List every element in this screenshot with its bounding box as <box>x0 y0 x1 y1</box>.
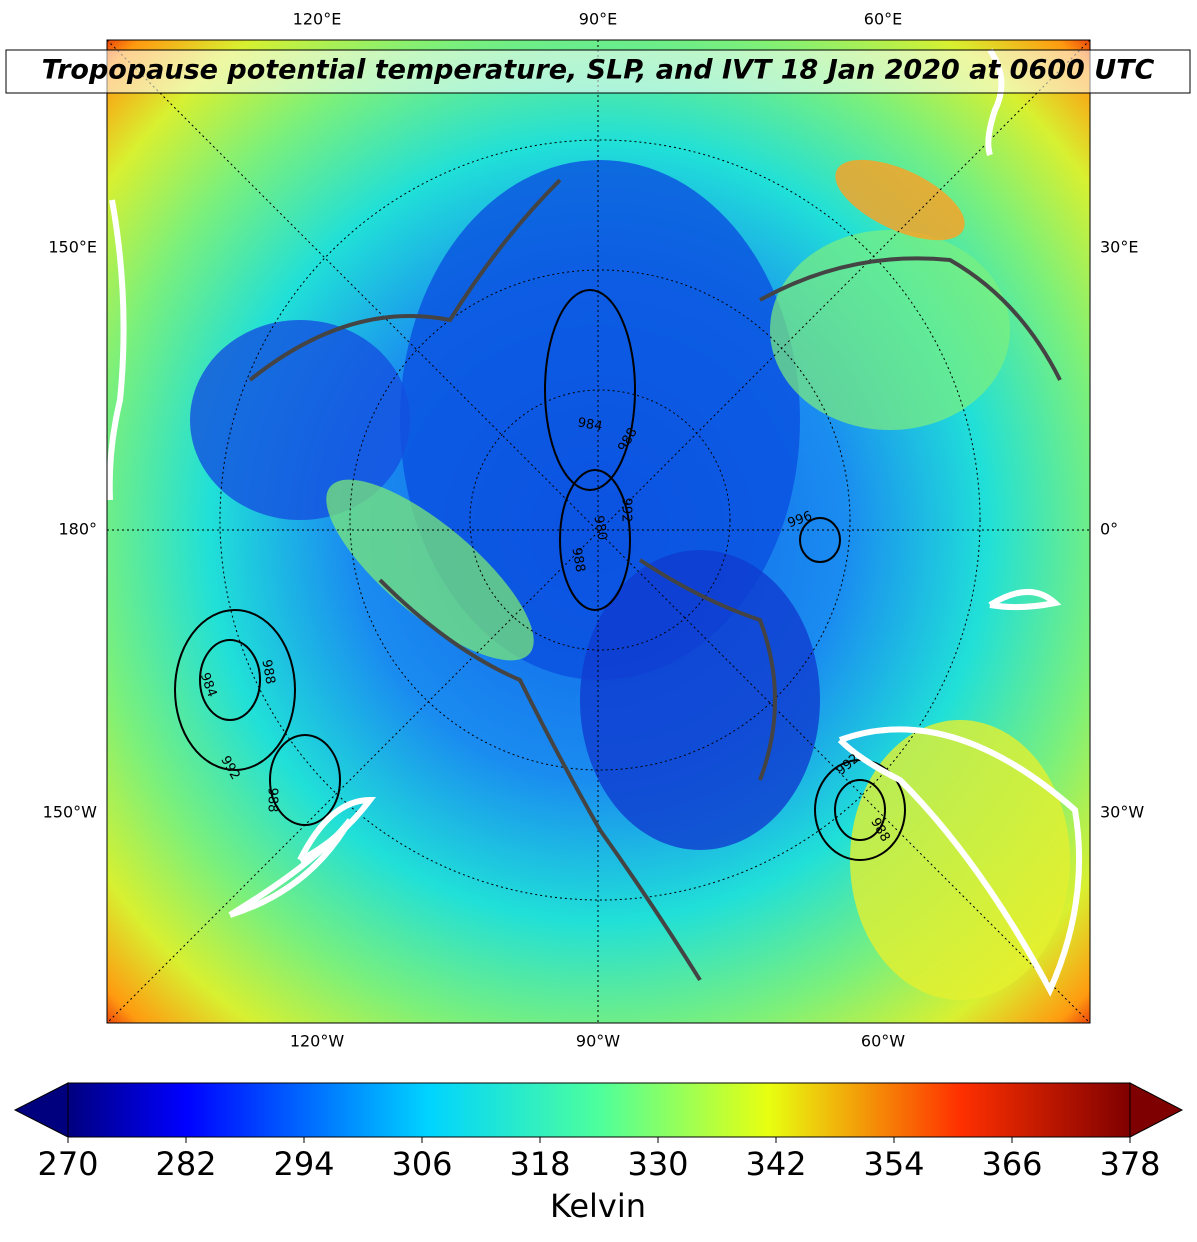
title-box <box>5 49 1191 94</box>
contour-label: 988 <box>258 658 277 685</box>
colorbar-tick-label: 270 <box>37 1145 98 1183</box>
title: Tropopause potential temperature, SLP, a… <box>42 55 1155 86</box>
colorbar-tick-label: 318 <box>509 1145 570 1183</box>
colorbar-label: Kelvin <box>550 1187 646 1225</box>
lon-label: 60°W <box>861 1032 905 1051</box>
lon-label: 150°E <box>48 238 97 257</box>
map-field <box>107 40 1090 1023</box>
colorbar-tick-label: 330 <box>627 1145 688 1183</box>
colorbar-tick-label: 378 <box>1099 1145 1160 1183</box>
colorbar-extend-low <box>13 1082 69 1138</box>
contour-label: 980 <box>590 514 609 541</box>
lon-label: 30°E <box>1100 238 1138 257</box>
contour-label: 984 <box>576 415 603 434</box>
colorbar-tick-label: 306 <box>391 1145 452 1183</box>
lon-label: 180° <box>58 520 97 539</box>
lon-label: 150°W <box>43 803 98 822</box>
lon-label: 0° <box>1100 520 1118 539</box>
contour-label: 988 <box>265 788 280 813</box>
colorbar-tick-label: 354 <box>863 1145 924 1183</box>
contour-label: 988 <box>568 546 587 573</box>
map-frame <box>106 39 1091 1024</box>
lon-label: 90°E <box>579 10 617 29</box>
contour-label: 992 <box>619 498 634 523</box>
lon-label: 120°W <box>290 1032 345 1051</box>
colorbar-tick-label: 342 <box>745 1145 806 1183</box>
colorbar <box>67 1082 1131 1138</box>
colorbar-tick-label: 282 <box>155 1145 216 1183</box>
colorbar-extend-high <box>1129 1082 1184 1138</box>
lon-label: 90°W <box>576 1032 620 1051</box>
lon-label: 60°E <box>864 10 902 29</box>
colorbar-tick-label: 294 <box>273 1145 334 1183</box>
lon-label: 30°W <box>1100 803 1144 822</box>
colorbar-tick-label: 366 <box>981 1145 1042 1183</box>
lon-label: 120°E <box>293 10 342 29</box>
